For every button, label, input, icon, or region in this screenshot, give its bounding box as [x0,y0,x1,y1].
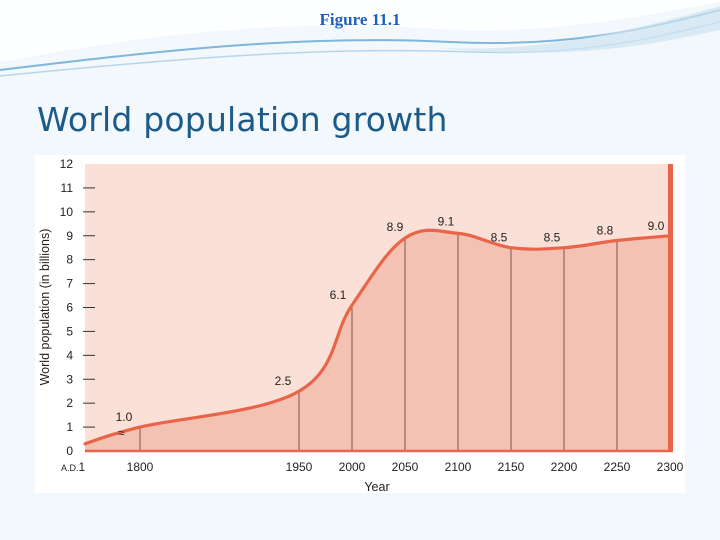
x-tick-label: 2150 [498,460,525,474]
header-wave-decoration [0,0,720,77]
data-label-2150: 8.5 [491,231,508,245]
y-tick-label: 6 [66,301,73,315]
x-tick-label: A.D.1 [61,460,86,474]
y-tick-label: 1 [66,420,73,434]
chart-panel: 0 1 2 3 4 5 6 7 8 9 10 11 12 A.D.1 1800 1950 2000 2050 21… [35,155,685,493]
data-labels: 1.0 2.5 6.1 8.9 9.1 8.5 8.5 8.8 9.0 [116,214,665,424]
axis-break-symbol: ≈ [118,426,125,440]
population-curve [83,228,672,446]
x-tick-label: 1950 [286,460,313,474]
x-tick-label: 2200 [551,460,578,474]
x-tick-label: 2050 [392,460,419,474]
y-tick-label: 8 [66,253,73,267]
y-tick-label: 7 [66,277,73,291]
right-axis-bar [668,164,673,451]
y-tick-label: 4 [66,348,73,362]
x-tick-label: 2000 [339,460,366,474]
x-tick-label: 2300 [657,460,684,474]
x-tick-label: 2250 [604,460,631,474]
y-tick-label: 0 [66,444,73,458]
y-tick-label: 11 [61,181,74,195]
data-label-2300: 9.0 [648,219,665,233]
x-axis-ticks: A.D.1 1800 1950 2000 2050 2100 2150 2200 2250 230… [61,460,684,474]
x-axis-title: Year [364,480,389,493]
y-tick-label: 9 [66,229,73,243]
population-area [85,230,670,451]
y-tick-label: 2 [66,396,73,410]
y-tick-label: 3 [66,372,73,386]
x-tick-label: 2100 [445,460,472,474]
y-axis-title: World population (in billions) [38,229,52,386]
data-label-2100: 9.1 [438,214,455,228]
y-tick-label: 12 [60,157,74,171]
slide-title: World population growth [37,100,448,139]
data-label-2200: 8.5 [544,231,561,245]
data-label-2000: 6.1 [330,288,347,302]
y-tick-label: 5 [66,324,73,338]
data-label-2250: 8.8 [597,224,614,238]
data-label-1950: 2.5 [275,374,292,388]
data-label-1800: 1.0 [116,410,133,424]
year-guide-lines [139,234,671,451]
figure-label: Figure 11.1 [319,10,401,29]
data-label-2050: 8.9 [387,220,404,234]
y-tick-label: 10 [60,205,74,219]
x-tick-label: 1800 [127,460,154,474]
